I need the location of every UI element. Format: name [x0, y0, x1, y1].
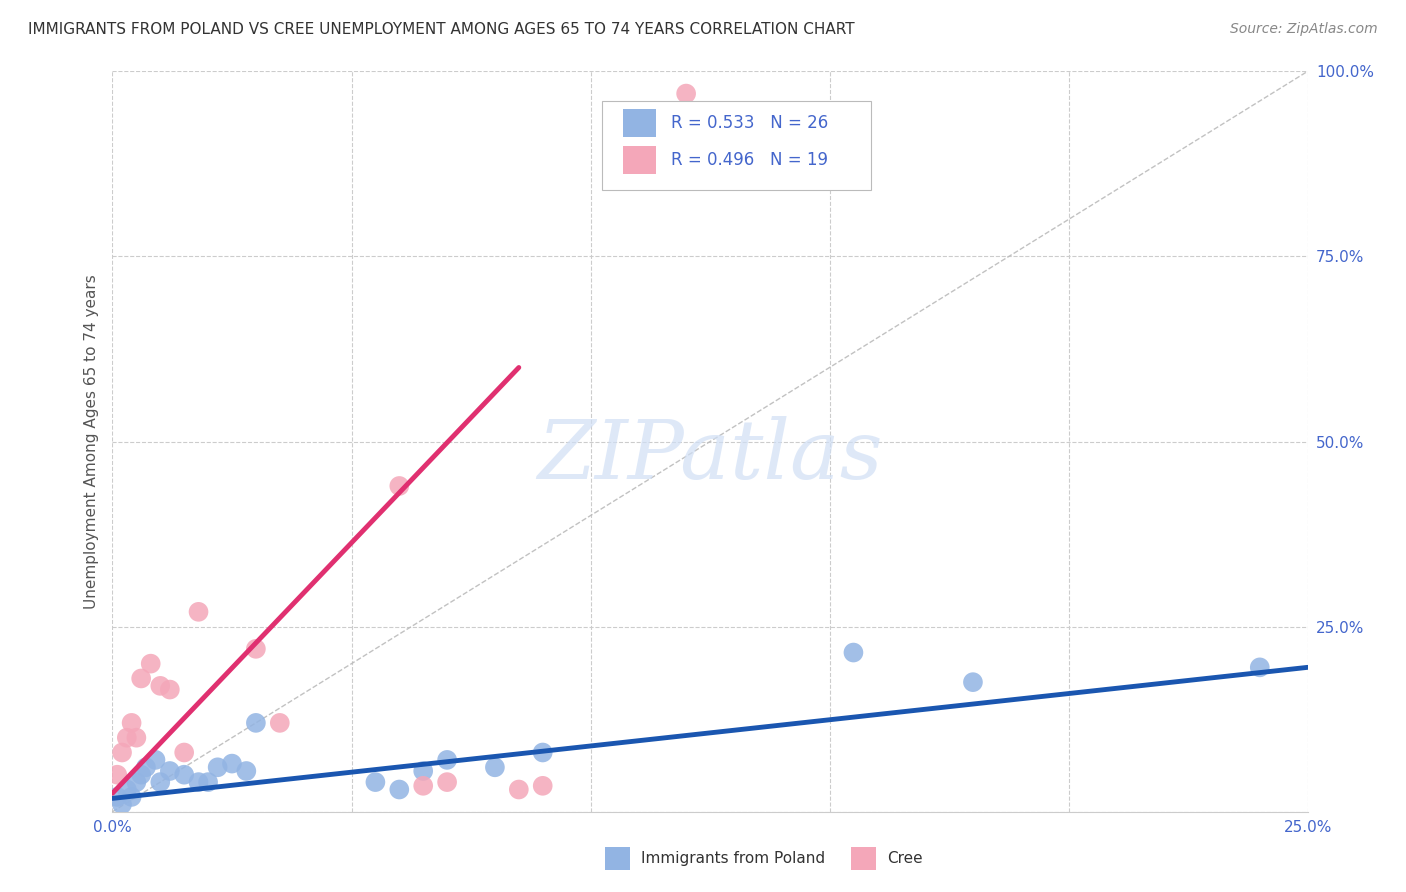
Point — [129, 767, 152, 781]
Point — [135, 760, 157, 774]
Point — [1249, 660, 1271, 674]
Point — [121, 789, 143, 804]
Text: IMMIGRANTS FROM POLAND VS CREE UNEMPLOYMENT AMONG AGES 65 TO 74 YEARS CORRELATIO: IMMIGRANTS FROM POLAND VS CREE UNEMPLOYM… — [28, 22, 855, 37]
Text: R = 0.533   N = 26: R = 0.533 N = 26 — [671, 114, 828, 132]
Point — [245, 715, 267, 730]
Point — [197, 775, 219, 789]
Point — [235, 764, 257, 778]
Point — [105, 767, 128, 781]
Point — [121, 715, 143, 730]
Point — [207, 760, 229, 774]
Point — [842, 646, 865, 660]
Point — [145, 753, 167, 767]
Point — [173, 767, 195, 781]
Point — [105, 789, 128, 804]
Y-axis label: Unemployment Among Ages 65 to 74 years: Unemployment Among Ages 65 to 74 years — [83, 274, 98, 609]
Bar — [623, 109, 657, 137]
Point — [149, 679, 172, 693]
Point — [508, 782, 530, 797]
Point — [187, 775, 209, 789]
Point — [115, 731, 138, 745]
Point — [962, 675, 984, 690]
Text: ZIPatlas: ZIPatlas — [537, 417, 883, 496]
Bar — [623, 145, 657, 174]
Point — [125, 731, 148, 745]
Point — [159, 764, 181, 778]
Point — [187, 605, 209, 619]
Point — [531, 779, 554, 793]
Point — [675, 87, 697, 101]
Point — [269, 715, 291, 730]
Point — [412, 779, 434, 793]
Point — [388, 479, 411, 493]
Point — [149, 775, 172, 789]
Text: Cree: Cree — [887, 851, 922, 866]
Point — [173, 746, 195, 760]
Point — [388, 782, 411, 797]
Point — [139, 657, 162, 671]
Text: Immigrants from Poland: Immigrants from Poland — [641, 851, 825, 866]
Text: R = 0.496   N = 19: R = 0.496 N = 19 — [671, 151, 828, 169]
Point — [412, 764, 434, 778]
Text: Source: ZipAtlas.com: Source: ZipAtlas.com — [1230, 22, 1378, 37]
Point — [115, 782, 138, 797]
Point — [531, 746, 554, 760]
Point — [111, 746, 134, 760]
Point — [484, 760, 506, 774]
Point — [159, 682, 181, 697]
Point — [125, 775, 148, 789]
Point — [129, 672, 152, 686]
Point — [436, 753, 458, 767]
Point — [436, 775, 458, 789]
Point — [245, 641, 267, 656]
Point — [221, 756, 243, 771]
Point — [364, 775, 387, 789]
FancyBboxPatch shape — [602, 101, 872, 190]
Point — [111, 797, 134, 812]
